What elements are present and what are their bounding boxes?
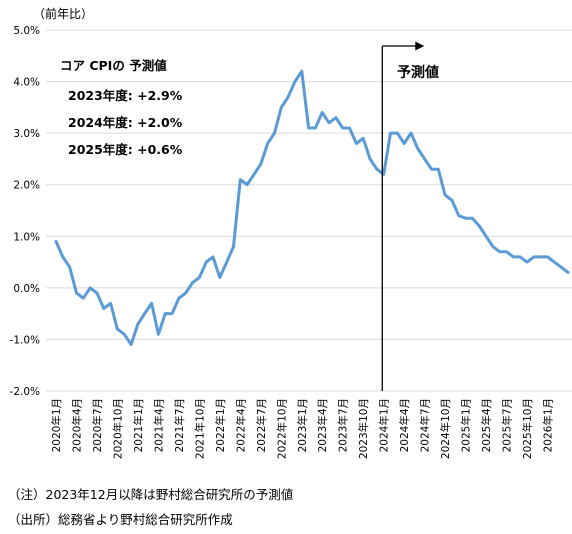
x-tick-label: 2022年1月 xyxy=(214,398,227,452)
x-tick-label: 2024年1月 xyxy=(378,398,391,452)
x-tick-label: 2024年7月 xyxy=(419,398,432,452)
forecast-arrow-head xyxy=(415,41,425,51)
x-tick-label: 2023年1月 xyxy=(296,398,309,452)
x-tick-label: 2025年10月 xyxy=(521,398,534,459)
x-tick-label: 2020年1月 xyxy=(50,398,63,452)
y-tick-label: 1.0% xyxy=(13,231,40,243)
x-tick-label: 2020年7月 xyxy=(91,398,104,452)
x-axis-ticks: 2020年1月 2020年4月 2020年7月 2020年10月 2021年1月 2021… xyxy=(50,398,555,459)
y-axis-label: （前年比） xyxy=(33,6,93,21)
x-tick-label: 2023年7月 xyxy=(337,398,350,452)
annotation-line: 2025年度: +0.6% xyxy=(68,142,183,157)
y-tick-label: 2.0% xyxy=(13,180,40,192)
chart-source: （出所）総務省より野村総合研究所作成 xyxy=(8,512,233,527)
x-tick-label: 2024年10月 xyxy=(439,398,452,459)
forecast-label: 予測値 xyxy=(397,64,439,81)
x-tick-label: 2023年10月 xyxy=(357,398,370,459)
y-tick-label: -2.0% xyxy=(10,386,40,398)
x-tick-label: 2021年1月 xyxy=(132,398,145,452)
x-tick-label: 2024年4月 xyxy=(398,398,411,452)
x-tick-label: 2026年1月 xyxy=(542,398,555,452)
x-tick-label: 2020年10月 xyxy=(111,398,124,459)
y-tick-label: 5.0% xyxy=(13,25,40,37)
x-tick-label: 2025年4月 xyxy=(480,398,493,452)
x-tick-label: 2022年7月 xyxy=(255,398,268,452)
x-tick-label: 2020年4月 xyxy=(70,398,83,452)
x-tick-label: 2021年4月 xyxy=(152,398,165,452)
annotation-line: 2023年度: +2.9% xyxy=(68,88,183,103)
y-tick-label: 0.0% xyxy=(13,283,40,295)
y-tick-label: 3.0% xyxy=(13,128,40,140)
y-axis-ticks: 5.0% 4.0% 3.0% 2.0% 1.0% 0.0% -1.0% -2.0% xyxy=(10,25,40,398)
x-tick-label: 2025年7月 xyxy=(501,398,514,452)
x-tick-label: 2025年1月 xyxy=(460,398,473,452)
chart-note: （注）2023年12月以降は野村総合研究所の予測値 xyxy=(8,487,294,502)
x-tick-label: 2021年10月 xyxy=(193,398,206,459)
x-tick-label: 2021年7月 xyxy=(173,398,186,452)
annotation-line: 2024年度: +2.0% xyxy=(68,115,183,130)
y-tick-label: -1.0% xyxy=(10,334,40,346)
annotation-title: コア CPIの 予測値 xyxy=(60,58,167,73)
series-line-core-cpi xyxy=(54,69,570,347)
x-tick-label: 2022年10月 xyxy=(275,398,288,459)
x-tick-label: 2023年4月 xyxy=(316,398,329,452)
y-tick-label: 4.0% xyxy=(13,77,40,89)
x-tick-label: 2022年4月 xyxy=(234,398,247,452)
